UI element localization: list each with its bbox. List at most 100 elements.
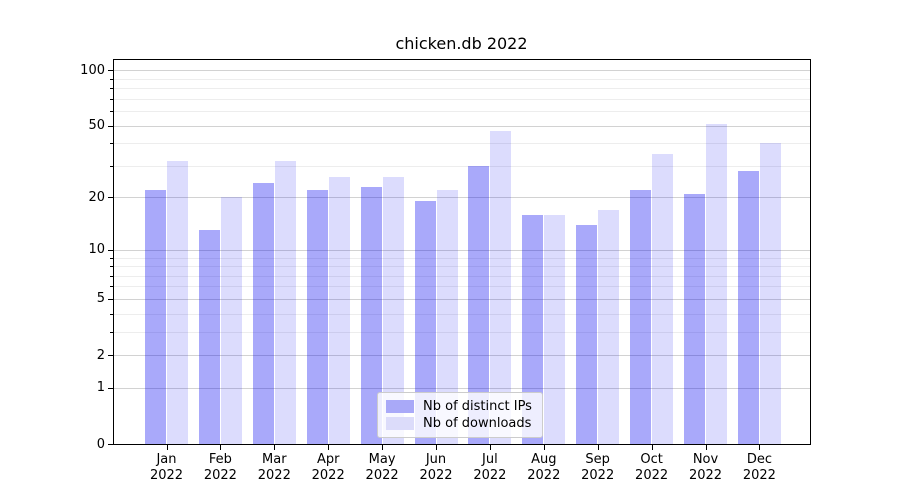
- y-tick-label-20: 20: [88, 189, 105, 205]
- gridline-5: [113, 298, 810, 300]
- y-tick-2: [108, 355, 113, 356]
- x-tick-sep-2022: [597, 445, 599, 450]
- legend-item-downloads: Nb of downloads: [378, 415, 542, 431]
- x-tick-label-feb-2022: Feb 2022: [203, 452, 237, 483]
- gridline-minor-7: [113, 275, 810, 277]
- x-tick-label-jun-2022: Jun 2022: [419, 452, 453, 483]
- y-tick-50: [108, 125, 113, 127]
- legend: Nb of distinct IPs Nb of downloads: [377, 392, 543, 438]
- y-tick-10: [108, 249, 113, 251]
- x-tick-jul-2022: [489, 445, 491, 450]
- x-tick-jan-2022: [166, 445, 168, 450]
- gridline-minor-8: [113, 266, 810, 267]
- gridline-minor-70: [113, 98, 810, 100]
- bar-nb-of-distinct-ips-jan-2022: [145, 190, 166, 444]
- bar-nb-of-downloads-may-2022: [382, 177, 404, 444]
- x-tick-feb-2022: [220, 445, 222, 450]
- y-tick-minor-80: [110, 88, 113, 90]
- bar-nb-of-downloads-jan-2022: [167, 160, 188, 444]
- x-tick-nov-2022: [705, 445, 707, 450]
- gridline-minor-60: [113, 111, 810, 113]
- x-tick-may-2022: [382, 445, 384, 450]
- x-tick-jun-2022: [436, 445, 437, 450]
- bar-nb-of-distinct-ips-jul-2022: [468, 165, 490, 444]
- plot-border-top: [113, 59, 811, 60]
- x-tick-mar-2022: [274, 445, 276, 450]
- y-tick-minor-70: [110, 98, 113, 100]
- y-tick-100: [108, 70, 113, 72]
- plot-border-left: [113, 59, 114, 445]
- x-tick-label-jan-2022: Jan 2022: [149, 452, 184, 483]
- x-tick-label-apr-2022: Apr 2022: [311, 452, 345, 483]
- gridline-minor-80: [113, 88, 810, 90]
- y-tick-minor-9: [110, 257, 113, 259]
- y-tick-minor-40: [110, 143, 113, 145]
- x-tick-label-dec-2022: Dec 2022: [742, 452, 776, 483]
- bar-nb-of-downloads-aug-2022: [544, 214, 566, 444]
- x-tick-label-oct-2022: Oct 2022: [635, 452, 669, 483]
- bar-nb-of-downloads-oct-2022: [652, 153, 674, 444]
- gridline-minor-4: [113, 313, 810, 315]
- legend-swatch-distinct-ips: [386, 399, 414, 413]
- bar-nb-of-downloads-jul-2022: [490, 130, 512, 444]
- y-tick-label-5: 5: [96, 291, 105, 307]
- gridline-minor-6: [113, 286, 810, 288]
- bar-nb-of-distinct-ips-mar-2022: [252, 183, 274, 444]
- x-tick-apr-2022: [328, 445, 330, 450]
- chart-title: chicken.db 2022: [395, 34, 528, 53]
- bar-nb-of-distinct-ips-oct-2022: [630, 190, 652, 444]
- bar-nb-of-downloads-jun-2022: [436, 190, 458, 444]
- y-tick-minor-7: [110, 275, 113, 277]
- y-tick-label-100: 100: [80, 62, 105, 78]
- gridline-minor-3: [113, 331, 810, 333]
- y-tick-5: [108, 298, 113, 300]
- gridline-100: [113, 70, 810, 72]
- gridline-50: [113, 125, 810, 127]
- y-tick-minor-4: [110, 313, 113, 315]
- plot-border-bottom: [113, 444, 811, 445]
- y-tick-label-0: 0: [96, 436, 105, 452]
- bar-nb-of-distinct-ips-apr-2022: [306, 190, 328, 444]
- y-tick-minor-3: [110, 331, 113, 333]
- bar-nb-of-distinct-ips-feb-2022: [198, 230, 220, 444]
- gridline-minor-30: [113, 165, 810, 167]
- legend-label-distinct-ips: Nb of distinct IPs: [423, 398, 532, 414]
- y-tick-minor-90: [110, 78, 113, 80]
- bar-nb-of-downloads-dec-2022: [759, 143, 781, 444]
- x-tick-label-sep-2022: Sep 2022: [581, 452, 615, 483]
- gridline-2: [113, 355, 810, 356]
- x-tick-aug-2022: [543, 445, 545, 450]
- y-tick-minor-6: [110, 286, 113, 288]
- gridline-minor-9: [113, 257, 810, 259]
- bar-nb-of-downloads-sep-2022: [598, 209, 620, 444]
- bar-nb-of-downloads-apr-2022: [328, 177, 350, 444]
- bar-nb-of-distinct-ips-may-2022: [360, 186, 382, 444]
- bar-nb-of-distinct-ips-dec-2022: [737, 171, 759, 444]
- gridline-minor-40: [113, 143, 810, 145]
- x-tick-label-mar-2022: Mar 2022: [257, 452, 291, 483]
- x-tick-label-jul-2022: Jul 2022: [473, 452, 507, 483]
- y-tick-minor-30: [110, 165, 113, 167]
- x-tick-dec-2022: [759, 445, 761, 450]
- bar-nb-of-distinct-ips-jun-2022: [414, 201, 436, 444]
- y-tick-0: [108, 444, 113, 445]
- bar-nb-of-distinct-ips-sep-2022: [576, 224, 598, 444]
- legend-label-downloads: Nb of downloads: [423, 415, 532, 431]
- gridline-1: [113, 387, 810, 389]
- x-tick-label-nov-2022: Nov 2022: [688, 452, 723, 483]
- y-tick-label-10: 10: [88, 242, 105, 258]
- legend-swatch-downloads: [386, 416, 414, 430]
- legend-item-distinct-ips: Nb of distinct IPs: [378, 398, 542, 414]
- plot-border-right: [810, 59, 811, 445]
- y-tick-label-50: 50: [88, 118, 105, 134]
- gridline-minor-90: [113, 78, 810, 80]
- gridline-20: [113, 197, 810, 199]
- bar-nb-of-downloads-mar-2022: [274, 160, 296, 444]
- gridline-10: [113, 249, 810, 251]
- y-tick-minor-8: [110, 266, 113, 267]
- x-tick-label-aug-2022: Aug 2022: [527, 452, 561, 483]
